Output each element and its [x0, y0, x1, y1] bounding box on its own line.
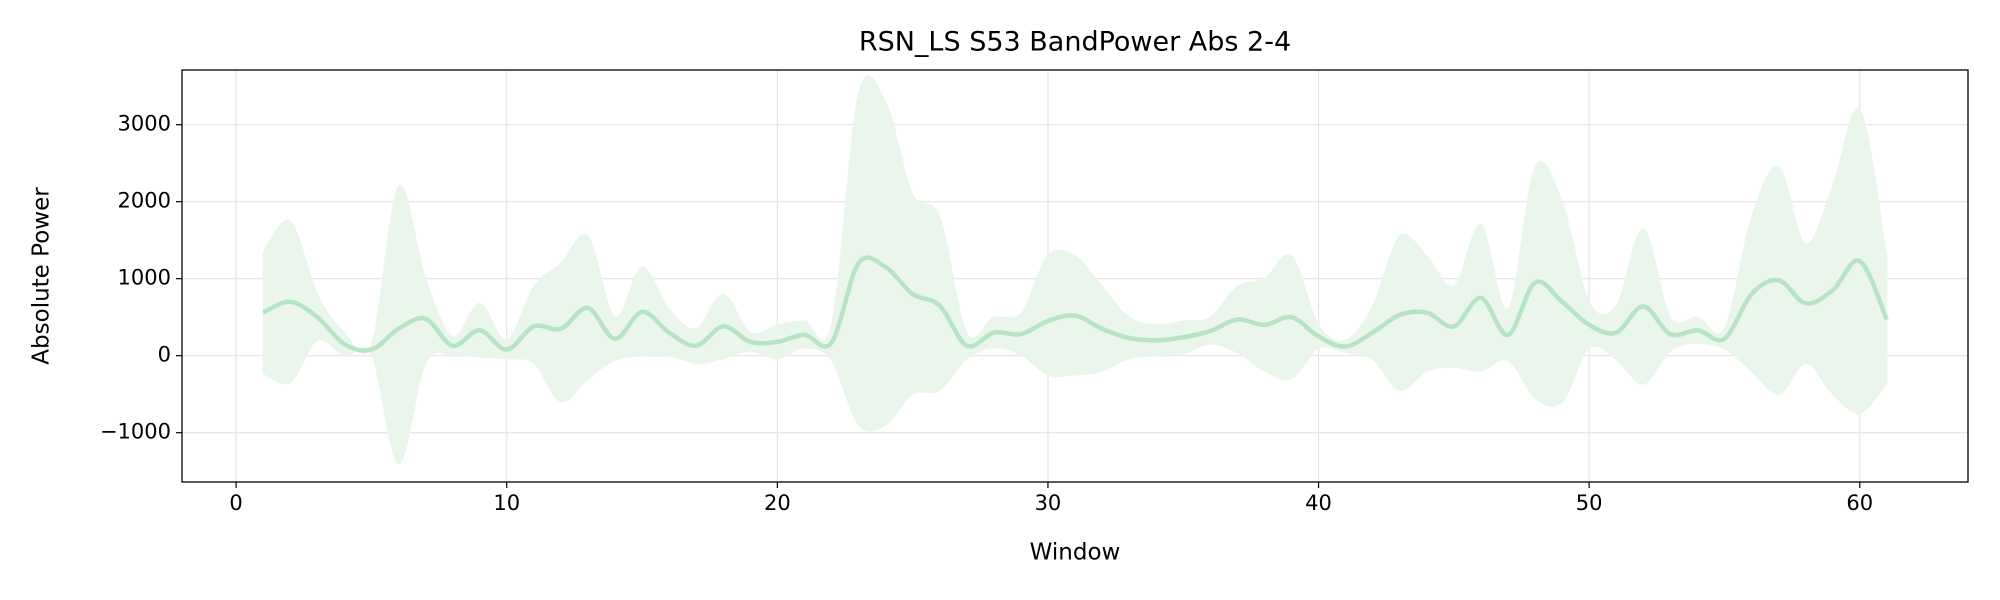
y-tick-label: 2000: [118, 189, 171, 213]
band: [262, 75, 1888, 465]
x-axis-label: Window: [1030, 540, 1121, 566]
y-tick-label: 1000: [118, 266, 171, 290]
x-tick-label: 30: [1035, 491, 1062, 515]
x-tick-label: 60: [1846, 491, 1873, 515]
chart-title: RSN_LS S53 BandPower Abs 2-4: [859, 27, 1291, 58]
line: [262, 255, 1889, 353]
x-tick-label: 0: [229, 491, 242, 515]
x-tick-label: 10: [493, 491, 520, 515]
x-tick-label: 20: [764, 491, 791, 515]
y-tick-label: −1000: [100, 420, 171, 444]
y-axis-label: Absolute Power: [29, 187, 55, 365]
y-tick-label: 0: [158, 343, 171, 367]
plot-frame: [181, 69, 1969, 483]
x-tick-label: 50: [1576, 491, 1603, 515]
x-tick-label: 40: [1305, 491, 1332, 515]
y-tick-label: 3000: [118, 112, 171, 136]
